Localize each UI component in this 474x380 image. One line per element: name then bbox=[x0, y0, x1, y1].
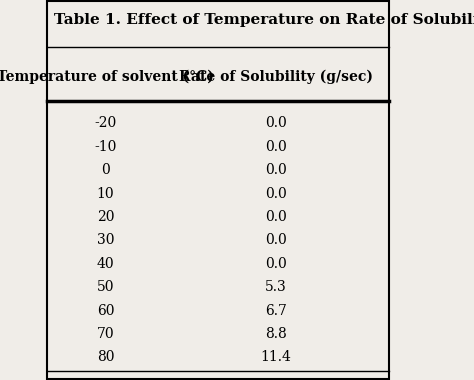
Text: 0.0: 0.0 bbox=[265, 233, 287, 247]
Text: Rate of Solubility (g/sec): Rate of Solubility (g/sec) bbox=[179, 69, 373, 84]
Text: -20: -20 bbox=[94, 116, 117, 130]
Text: 0.0: 0.0 bbox=[265, 257, 287, 271]
Text: 50: 50 bbox=[97, 280, 114, 294]
Text: 70: 70 bbox=[97, 327, 114, 341]
Text: 6.7: 6.7 bbox=[265, 304, 287, 318]
Text: 0.0: 0.0 bbox=[265, 140, 287, 154]
Text: 0.0: 0.0 bbox=[265, 210, 287, 224]
Text: 11.4: 11.4 bbox=[261, 350, 292, 364]
Text: 60: 60 bbox=[97, 304, 114, 318]
Text: 20: 20 bbox=[97, 210, 114, 224]
Text: 8.8: 8.8 bbox=[265, 327, 287, 341]
Text: 0.0: 0.0 bbox=[265, 187, 287, 201]
Text: -10: -10 bbox=[94, 140, 117, 154]
Text: 0.0: 0.0 bbox=[265, 163, 287, 177]
Text: 0.0: 0.0 bbox=[265, 116, 287, 130]
Text: 0: 0 bbox=[101, 163, 110, 177]
Text: 40: 40 bbox=[97, 257, 114, 271]
Text: 30: 30 bbox=[97, 233, 114, 247]
Text: Table 1. Effect of Temperature on Rate of Solubility.: Table 1. Effect of Temperature on Rate o… bbox=[54, 13, 474, 27]
Text: 5.3: 5.3 bbox=[265, 280, 287, 294]
Text: 80: 80 bbox=[97, 350, 114, 364]
Text: 10: 10 bbox=[97, 187, 114, 201]
Text: Temperature of solvent (°C): Temperature of solvent (°C) bbox=[0, 69, 214, 84]
